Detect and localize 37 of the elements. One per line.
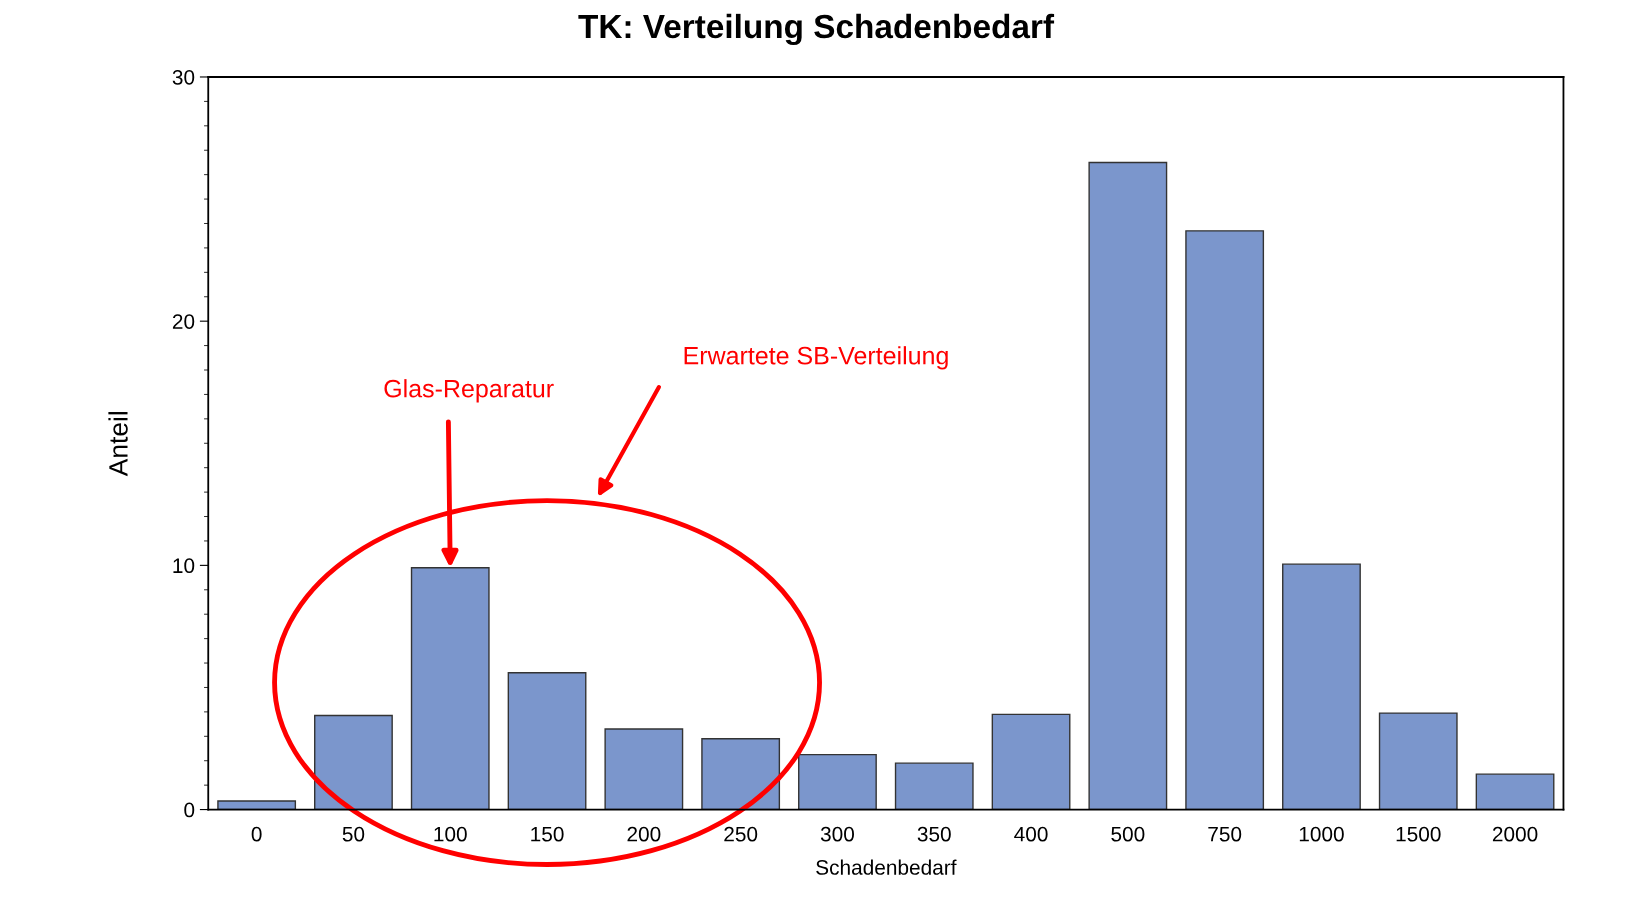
y-tick-label: 10 bbox=[173, 558, 195, 574]
bar bbox=[1282, 563, 1361, 810]
bar bbox=[1088, 161, 1168, 810]
bar bbox=[1185, 230, 1265, 810]
x-tick-label: 100 bbox=[434, 826, 467, 842]
x-tick-label: 300 bbox=[820, 826, 855, 842]
x-tick-label: 150 bbox=[531, 826, 564, 842]
x-tick-label: 2000 bbox=[1492, 826, 1538, 842]
x-tick-label: 200 bbox=[627, 826, 661, 842]
bar bbox=[604, 728, 684, 810]
annotation: Glas-Reparatur bbox=[384, 379, 554, 403]
bar bbox=[217, 800, 297, 810]
x-tick-label: 50 bbox=[342, 826, 365, 842]
x-tick-label: 500 bbox=[1111, 826, 1145, 842]
bar bbox=[991, 713, 1071, 810]
bar bbox=[1475, 773, 1555, 810]
x-tick-label: 250 bbox=[724, 826, 758, 842]
bar bbox=[314, 714, 393, 810]
y-axis-title: Anteil bbox=[108, 412, 128, 477]
x-tick-label: 1000 bbox=[1299, 826, 1344, 842]
x-tick-label: 1500 bbox=[1396, 826, 1441, 842]
y-tick-label: 20 bbox=[172, 314, 195, 329]
bar bbox=[507, 672, 587, 810]
annotation: Erwartete SB-Verteilung bbox=[684, 346, 948, 370]
chart-title: TK: Verteilung Schadenbedarf bbox=[578, 13, 1055, 46]
bar bbox=[798, 753, 877, 810]
x-tick-label: 0 bbox=[251, 826, 262, 842]
bar bbox=[1378, 712, 1458, 810]
y-tick-label: 0 bbox=[184, 802, 195, 818]
bar bbox=[701, 738, 781, 810]
x-axis-title: Schadenbedarf bbox=[816, 859, 957, 875]
bar bbox=[894, 762, 974, 810]
x-tick-label: 750 bbox=[1208, 826, 1242, 842]
bar bbox=[410, 567, 490, 810]
y-tick-label: 30 bbox=[172, 69, 195, 85]
x-tick-label: 400 bbox=[1014, 826, 1048, 842]
x-tick-label: 350 bbox=[917, 826, 951, 842]
